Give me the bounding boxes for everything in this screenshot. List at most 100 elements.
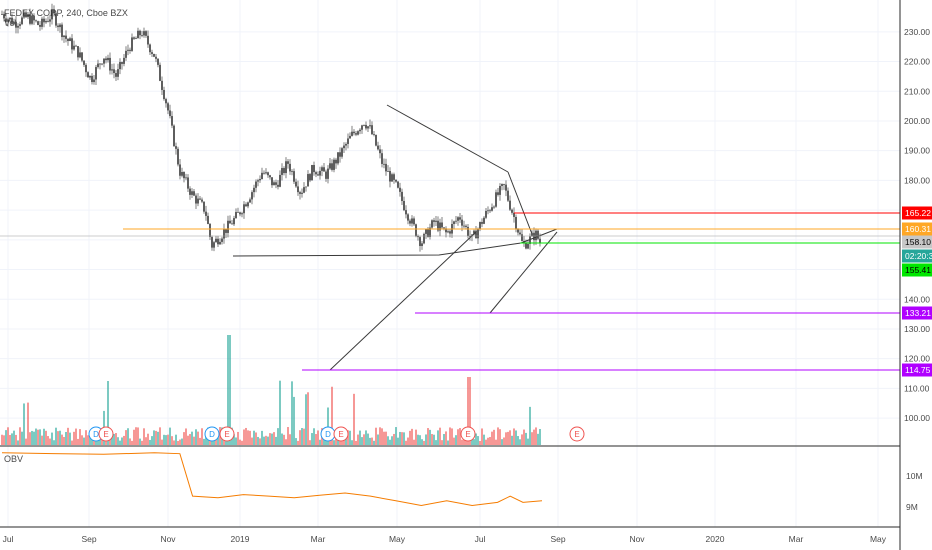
- volume-bar: [15, 434, 17, 445]
- candle-body: [69, 38, 71, 42]
- volume-bar: [397, 437, 399, 445]
- volume-bar: [385, 431, 387, 445]
- volume-bar: [25, 438, 27, 445]
- volume-bar: [121, 437, 123, 445]
- candle-body: [525, 243, 527, 249]
- candle-body: [309, 174, 311, 181]
- volume-bar: [243, 429, 245, 445]
- volume-bar: [525, 432, 527, 445]
- candle-body: [117, 69, 119, 77]
- candle-body: [129, 49, 131, 51]
- volume-bar: [313, 428, 315, 445]
- price-tick-label: 190.00: [904, 146, 930, 156]
- volume-bar: [467, 377, 469, 445]
- symbol-legend[interactable]: FEDEX CORP, 240, Cboe BZX Vol: [4, 8, 128, 28]
- svg-text:E: E: [574, 430, 579, 439]
- volume-bar: [377, 434, 379, 445]
- symbol-title[interactable]: FEDEX CORP, 240, Cboe BZX: [4, 8, 128, 18]
- volume-bar: [333, 440, 335, 445]
- candle-body: [75, 45, 77, 47]
- volume-bar: [497, 427, 499, 445]
- volume-bar: [133, 429, 135, 445]
- volume-bar: [115, 433, 117, 445]
- volume-bar: [379, 427, 381, 445]
- candle-body: [353, 131, 355, 134]
- volume-bar: [169, 427, 171, 445]
- candle-body: [527, 243, 529, 249]
- volume-bar: [413, 439, 415, 445]
- price-tick-label: 100.00: [904, 413, 930, 423]
- candle-body: [479, 222, 481, 230]
- candle-body: [469, 236, 471, 237]
- candle-body: [147, 35, 149, 45]
- volume-bar: [275, 436, 277, 445]
- volume-bar: [77, 438, 79, 445]
- volume-bar: [535, 427, 537, 445]
- candle-body: [385, 163, 387, 172]
- volume-bar: [157, 431, 159, 445]
- volume-bar: [409, 430, 411, 445]
- candle-body: [257, 180, 259, 182]
- dividend-marker[interactable]: D: [204, 426, 220, 442]
- candle-body: [73, 45, 75, 50]
- volume-bar: [283, 434, 285, 445]
- candle-body: [111, 69, 113, 71]
- candle-body: [409, 220, 411, 224]
- volume-bar: [235, 437, 237, 445]
- candle-body: [323, 167, 325, 172]
- trendline-drawings[interactable]: [0, 104, 900, 371]
- candle-body: [139, 30, 141, 36]
- candle-body: [5, 18, 7, 22]
- candle-body: [425, 229, 427, 234]
- candle-body: [33, 15, 35, 21]
- candle-body: [507, 190, 509, 201]
- candle-body: [155, 56, 157, 59]
- volume-bar: [511, 435, 513, 445]
- earnings-marker[interactable]: E: [98, 426, 114, 442]
- volume-bar: [357, 434, 359, 445]
- time-tick-label: Mar: [311, 534, 326, 544]
- volume-bar: [285, 439, 287, 445]
- volume-bar: [477, 436, 479, 445]
- earnings-marker[interactable]: E: [219, 426, 235, 442]
- price-tick-label: 110.00: [904, 383, 930, 393]
- descending-trendline-2[interactable]: [507, 171, 533, 235]
- candle-body: [99, 63, 101, 65]
- volume-legend[interactable]: Vol: [4, 18, 17, 28]
- candle-body: [361, 125, 363, 130]
- volume-bar: [539, 429, 541, 445]
- price-tick-label: 200.00: [904, 116, 930, 126]
- volume-bar: [51, 432, 53, 445]
- volume-bar: [217, 436, 219, 445]
- candle-body: [415, 224, 417, 237]
- time-axis[interactable]: Jul Sep Nov 2019 Mar May Jul Sep Nov 2020 Mar May: [3, 534, 887, 544]
- obv-legend[interactable]: OBV: [4, 454, 24, 464]
- time-tick-label: 2019: [231, 534, 250, 544]
- time-tick-label: Nov: [629, 534, 645, 544]
- volume-bar: [369, 437, 371, 445]
- candle-body: [355, 133, 357, 135]
- volume-bar: [61, 434, 63, 445]
- candle-body: [243, 204, 245, 214]
- candle-body: [7, 19, 9, 22]
- candle-body: [399, 187, 401, 192]
- volume-bar: [501, 439, 503, 445]
- earnings-marker[interactable]: E: [333, 426, 349, 442]
- volume-bar: [203, 438, 205, 445]
- earnings-marker[interactable]: E: [460, 426, 476, 442]
- price-tick-label: 180.00: [904, 175, 930, 185]
- descending-trendline[interactable]: [386, 104, 509, 173]
- candle-body: [403, 200, 405, 211]
- volume-bar: [311, 433, 313, 445]
- measure-line-1[interactable]: [329, 231, 477, 371]
- price-badge: 114.75: [902, 363, 932, 377]
- volume-bar: [445, 431, 447, 445]
- measure-line-2[interactable]: [489, 231, 558, 314]
- dividend-marker[interactable]: D: [320, 426, 336, 442]
- time-tick-label: Jul: [3, 534, 14, 544]
- candle-body: [35, 20, 37, 22]
- volume-bar: [29, 432, 31, 445]
- earnings-marker[interactable]: E: [569, 426, 585, 442]
